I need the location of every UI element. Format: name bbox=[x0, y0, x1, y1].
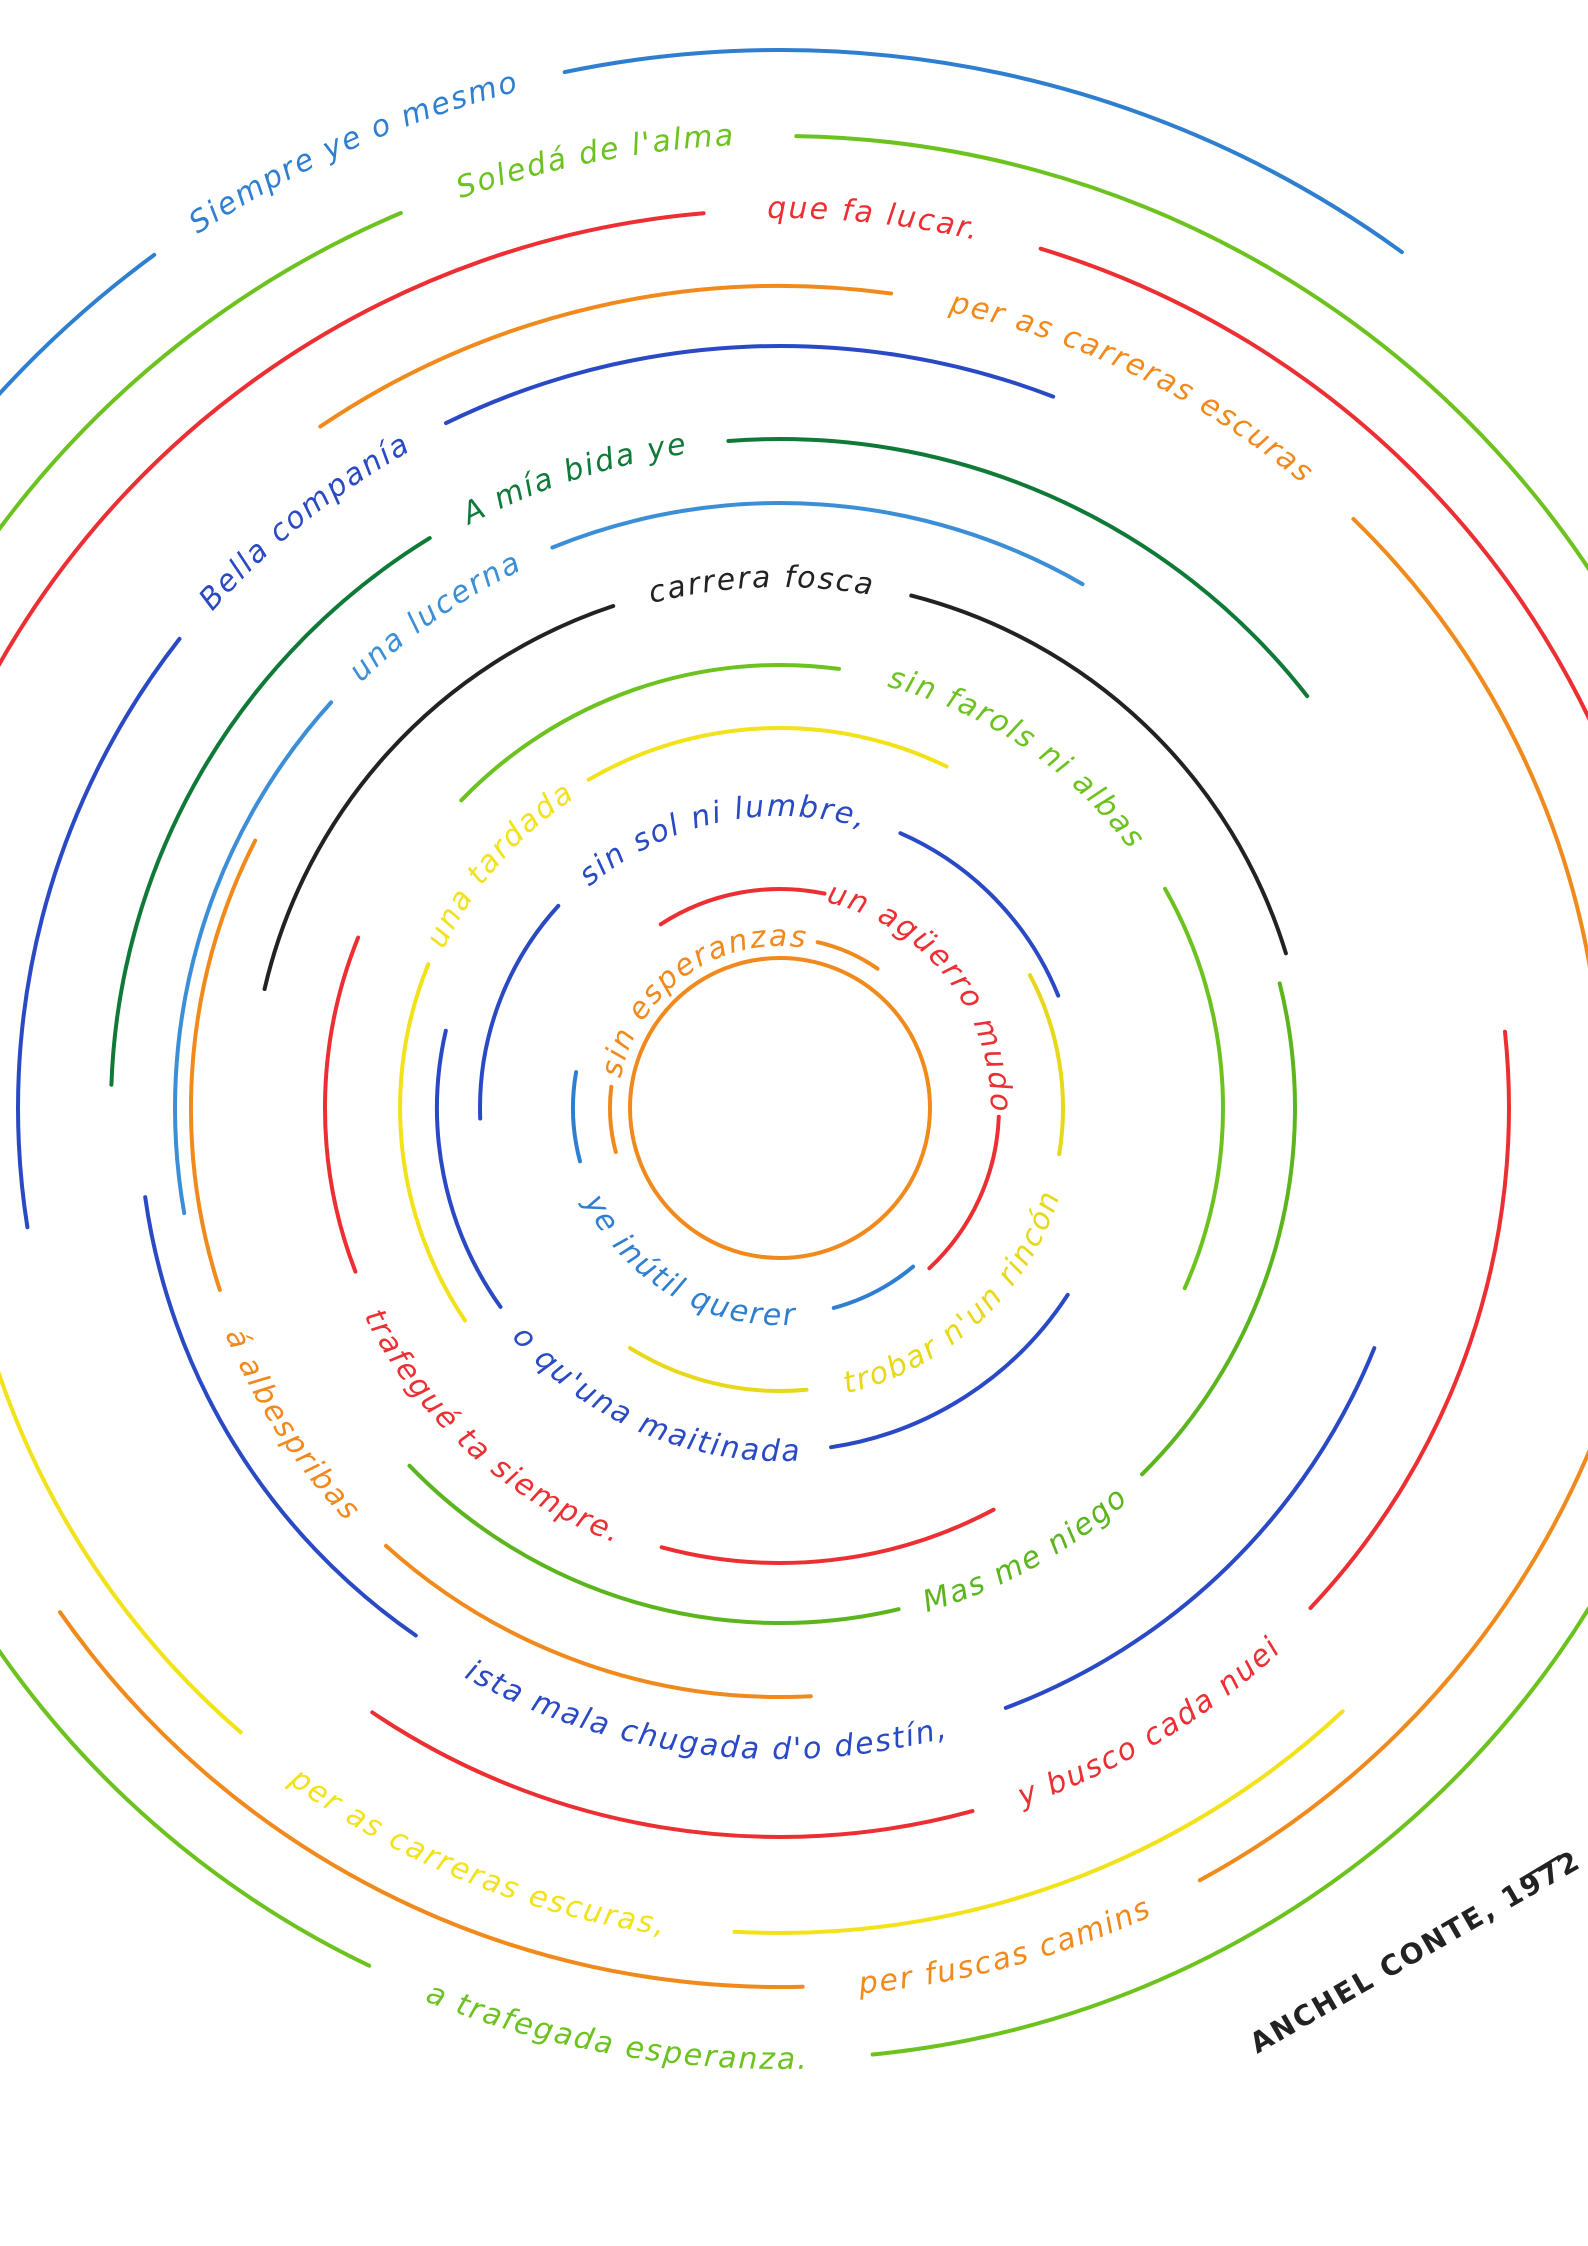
signature-dash bbox=[1519, 1854, 1561, 1882]
ring-arc bbox=[570, 1070, 582, 1164]
ring-arc bbox=[434, 1028, 503, 1309]
poem-line: una tardada bbox=[419, 774, 581, 953]
poem-line-text: una lucerna bbox=[342, 544, 525, 688]
poem-line: Soledá de l'alma bbox=[452, 118, 736, 206]
poem-line-text: un agüerro mudo bbox=[824, 876, 1017, 1114]
poem-line-text: sin sol ni lumbre, bbox=[572, 789, 870, 893]
poem-line: ye inútil querer bbox=[576, 1188, 798, 1334]
ring-arc bbox=[478, 903, 561, 1121]
poem-line: per fuscas camins bbox=[856, 1890, 1157, 2001]
ring-arc bbox=[550, 501, 1085, 587]
poem-line: Mas me niego bbox=[919, 1479, 1135, 1620]
poem-line: trafegué ta siempre. bbox=[357, 1303, 627, 1551]
inner-ring bbox=[628, 956, 932, 1260]
poem-line: carrera fosca bbox=[645, 560, 878, 611]
poem-line-text: á albespribas bbox=[218, 1323, 366, 1528]
poem-line-text: sin esperanzas bbox=[594, 919, 808, 1080]
ring-arc bbox=[1163, 886, 1225, 1291]
poem-line-text: Soledá de l'alma bbox=[452, 118, 734, 206]
poem-line-text: ye inútil querer bbox=[576, 1188, 796, 1334]
poem-line-text: per fuscas camins bbox=[856, 1890, 1155, 2001]
ring-arc bbox=[628, 1346, 809, 1394]
ring-arc bbox=[658, 887, 827, 927]
poem-line: Bella companía bbox=[192, 426, 416, 617]
ring-arc bbox=[407, 1463, 901, 1625]
poem-line-text: trafegué ta siempre. bbox=[357, 1303, 625, 1551]
ring-arc bbox=[659, 1507, 996, 1565]
poem-line-text: ista mala chugada d'o destín, bbox=[460, 1653, 950, 1767]
ring-arc bbox=[384, 1543, 813, 1699]
ring-arc bbox=[109, 536, 432, 1087]
poem-line-text: que fa lucar. bbox=[767, 191, 981, 248]
ring-arc bbox=[870, 1605, 1588, 2057]
ring-arc bbox=[1003, 1346, 1377, 1710]
ring-arc bbox=[831, 1264, 916, 1310]
ring-arc bbox=[0, 211, 403, 532]
ring-arc bbox=[0, 211, 706, 668]
poem-line: una lucerna bbox=[342, 544, 527, 688]
ring-arc bbox=[1197, 1448, 1588, 1883]
poem-line-text: o qu'una maitinada bbox=[505, 1319, 800, 1469]
ring-arc bbox=[459, 663, 841, 803]
poem-line: per as carreras escuras, bbox=[283, 1760, 669, 1943]
ring-arc bbox=[608, 1084, 618, 1154]
poem-line-text: a trafegada esperanza. bbox=[422, 1976, 807, 2077]
ring-arc bbox=[732, 1709, 1345, 1935]
ring-arc bbox=[829, 1292, 1070, 1450]
ring-arc bbox=[1027, 973, 1065, 1157]
ring-arc bbox=[1038, 246, 1588, 722]
ring-arc bbox=[143, 1195, 418, 1638]
poem-line-text: per as carreras escuras bbox=[946, 285, 1319, 491]
ring-arc bbox=[370, 1710, 975, 1839]
poem-line: que fa lucar. bbox=[767, 191, 983, 248]
poem-line-text: una tardada bbox=[419, 774, 579, 953]
ring-arc bbox=[927, 1114, 1001, 1271]
poem-line: á albespribas bbox=[218, 1323, 368, 1528]
poem-line: sin sol ni lumbre, bbox=[572, 789, 872, 893]
ring-arc bbox=[562, 47, 1404, 255]
ring-arc bbox=[173, 700, 334, 1216]
ring-arc bbox=[262, 604, 616, 991]
poem-line-text: carrera fosca bbox=[645, 560, 876, 611]
ring-arc bbox=[58, 1610, 805, 1989]
ring-arc bbox=[726, 437, 1310, 699]
poem-line: ista mala chugada d'o destín, bbox=[460, 1653, 952, 1767]
ring-arc bbox=[189, 838, 258, 1292]
ring-arc bbox=[909, 593, 1288, 956]
poem-line: un agüerro mudo bbox=[824, 876, 1019, 1114]
ring-arc bbox=[794, 134, 1588, 572]
ring-arc bbox=[1140, 981, 1297, 1477]
ring-arc bbox=[586, 726, 949, 782]
ring-arc bbox=[322, 935, 361, 1274]
ring-arc bbox=[1351, 517, 1588, 969]
poem-line: o qu'una maitinada bbox=[505, 1319, 802, 1469]
ring-arc bbox=[0, 252, 157, 397]
ring-arc bbox=[318, 283, 894, 429]
poem-line-text: Mas me niego bbox=[919, 1479, 1133, 1620]
poem-line: sin esperanzas bbox=[594, 919, 810, 1080]
ring-arc bbox=[398, 962, 467, 1323]
poem-line: Siempre ye o mesmo bbox=[183, 64, 523, 241]
poem-line-text: Bella companía bbox=[192, 426, 414, 617]
ring-arc bbox=[0, 1648, 372, 1968]
ring-arc bbox=[1308, 1029, 1511, 1610]
ring-arc bbox=[16, 636, 182, 1230]
poem-line: a trafegada esperanza. bbox=[422, 1976, 809, 2077]
ring-arc bbox=[815, 940, 880, 971]
poem-line: per as carreras escuras bbox=[946, 285, 1321, 491]
ring-arc bbox=[898, 831, 1061, 998]
signature: ANCHEL CONTE, 1972 bbox=[1244, 1843, 1586, 2060]
ring-arc bbox=[444, 344, 1056, 426]
poem-line-text: Siempre ye o mesmo bbox=[183, 64, 521, 241]
ring-arc bbox=[0, 1370, 243, 1735]
poem-line-text: per as carreras escuras, bbox=[283, 1760, 667, 1943]
